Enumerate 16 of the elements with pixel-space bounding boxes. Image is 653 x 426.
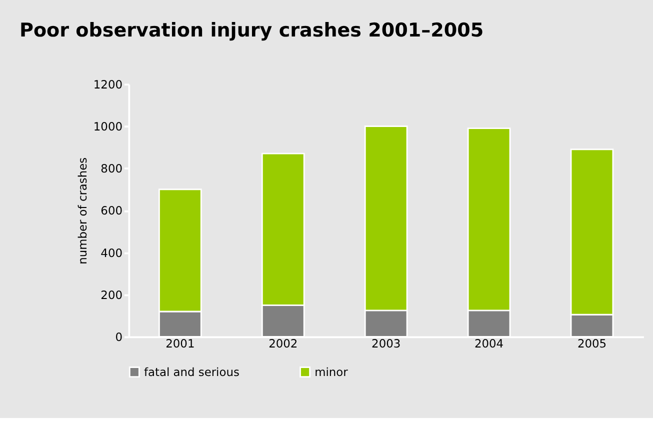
y-tick-label: 600 xyxy=(100,204,122,218)
y-tick-label: 800 xyxy=(100,162,122,176)
y-tick-label: 1000 xyxy=(93,120,122,134)
y-tick-label: 200 xyxy=(100,288,122,302)
y-tick-label: 0 xyxy=(115,330,122,344)
x-tick-label: 2001 xyxy=(166,336,195,351)
x-tick-label: 2003 xyxy=(372,336,401,351)
y-tick-label: 1200 xyxy=(93,77,122,92)
chart-title: Poor observation injury crashes 2001–2005 xyxy=(20,19,484,42)
x-tick-label: 2004 xyxy=(474,336,504,351)
legend-label: minor xyxy=(314,364,348,379)
x-tick-label: 2005 xyxy=(577,336,607,351)
y-axis-title: number of crashes xyxy=(76,157,90,264)
legend-label: fatal and serious xyxy=(144,364,240,379)
y-tick-label: 400 xyxy=(100,246,122,260)
x-tick-label: 2002 xyxy=(268,336,298,351)
